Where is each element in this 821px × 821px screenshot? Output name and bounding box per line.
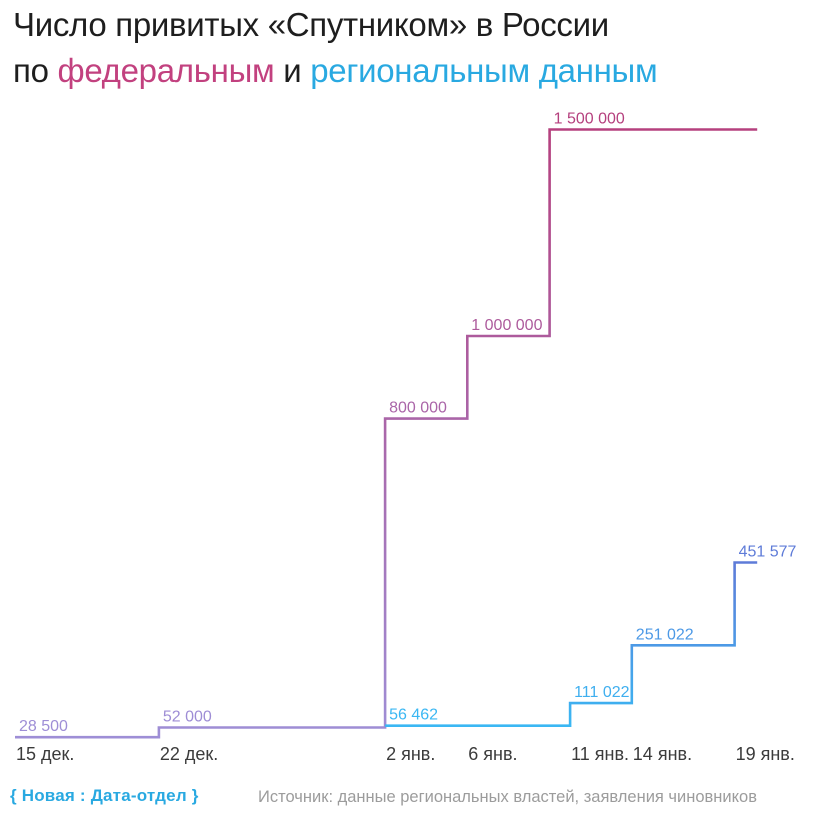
source-note: Источник: данные региональных властей, з… xyxy=(258,788,757,806)
title-line1: Число привитых «Спутником» в России xyxy=(13,6,609,43)
value-label: 56 462 xyxy=(389,707,438,724)
value-label: 1 000 000 xyxy=(471,317,542,334)
series-line-1 xyxy=(385,561,758,727)
title-line2-and: и xyxy=(274,52,311,89)
x-tick-label: 15 дек. xyxy=(16,744,74,764)
title-regional-word: региональным данным xyxy=(310,52,658,89)
x-tick-label: 14 янв. xyxy=(633,744,692,764)
value-label: 52 000 xyxy=(163,709,212,726)
series-line-0 xyxy=(15,128,758,739)
chart-title: Число привитых «Спутником» в России по ф… xyxy=(13,2,658,94)
x-tick-label: 11 янв. xyxy=(571,744,629,764)
x-tick-label: 19 янв. xyxy=(736,744,795,764)
publisher-logo: { Новая : Дата-отдел } xyxy=(10,786,199,805)
value-label: 800 000 xyxy=(389,400,447,417)
value-label: 111 022 xyxy=(574,684,630,701)
value-label: 28 500 xyxy=(19,718,68,735)
title-federal-word: федеральным xyxy=(57,52,275,89)
x-tick-label: 22 дек. xyxy=(160,744,218,764)
value-label: 251 022 xyxy=(636,626,694,643)
title-line2-prefix: по xyxy=(13,52,58,89)
value-label: 451 577 xyxy=(739,544,797,561)
x-tick-label: 6 янв. xyxy=(468,744,517,764)
value-label: 1 500 000 xyxy=(554,111,625,128)
x-tick-label: 2 янв. xyxy=(386,744,435,764)
